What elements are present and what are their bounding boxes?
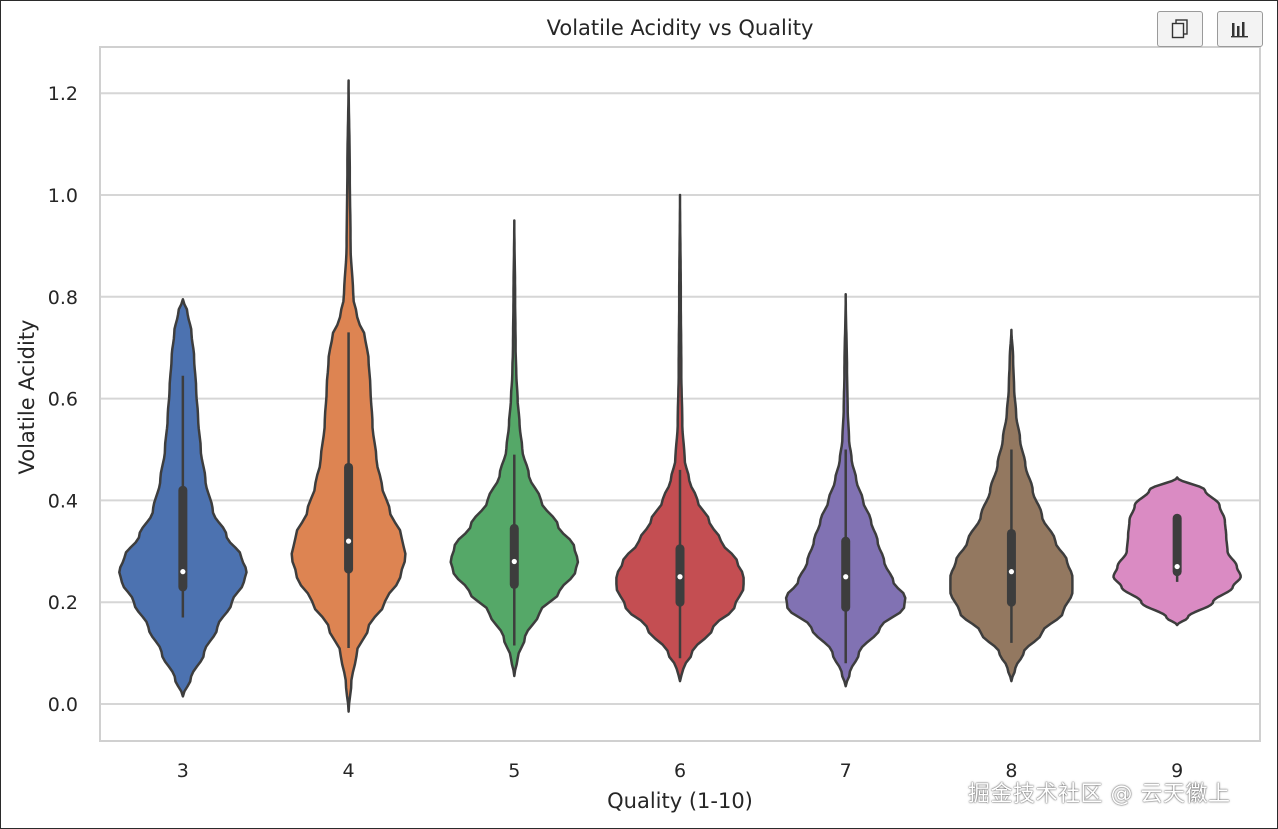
violin-6	[615, 193, 745, 683]
x-tick-label: 3	[177, 760, 189, 782]
x-tick-label: 6	[674, 760, 686, 782]
median-dot	[1008, 569, 1015, 575]
median-dot	[677, 574, 683, 580]
violin-8	[949, 328, 1074, 683]
violins	[118, 79, 1242, 713]
x-axis-label: Quality (1-10)	[607, 789, 753, 813]
violin-9	[1112, 476, 1242, 627]
median-dot	[511, 558, 517, 565]
x-tick-label: 4	[343, 760, 355, 782]
violin-5	[449, 219, 580, 678]
x-tick-label: 8	[1005, 760, 1017, 782]
violin-body	[615, 193, 745, 683]
bar-chart-icon	[1231, 22, 1248, 38]
median-dot	[345, 538, 352, 544]
x-tick-label: 9	[1171, 760, 1183, 782]
median-dot	[180, 569, 186, 575]
copy-icon	[1171, 19, 1188, 39]
violin-body	[449, 219, 580, 678]
y-tick-label: 0.8	[48, 287, 78, 309]
y-axis-label: Volatile Acidity	[15, 320, 39, 475]
chart-button[interactable]	[1217, 11, 1263, 47]
y-tick-label: 1.0	[48, 185, 78, 207]
x-tick-label: 5	[508, 760, 520, 782]
y-tick-labels: 0.0 0.2 0.4 0.6 0.8 1.0 1.2	[48, 83, 78, 716]
x-tick-label: 7	[840, 760, 852, 782]
watermark: 掘金技术社区 @ 云天徽上	[968, 782, 1231, 807]
x-tick-labels: 3 4 5 6 7 8 9	[177, 760, 1183, 782]
median-dot	[1174, 563, 1180, 570]
y-tick-label: 0.2	[48, 592, 78, 614]
y-tick-label: 0.0	[48, 694, 78, 716]
median-dot	[843, 574, 849, 580]
y-tick-label: 1.2	[48, 83, 78, 105]
copy-button[interactable]	[1157, 11, 1203, 47]
y-tick-label: 0.6	[48, 389, 78, 411]
chart-title: Volatile Acidity vs Quality	[547, 16, 814, 40]
y-tick-label: 0.4	[48, 490, 78, 512]
violin-7	[784, 293, 907, 688]
violin-4	[290, 79, 407, 713]
violin-3	[118, 298, 248, 698]
